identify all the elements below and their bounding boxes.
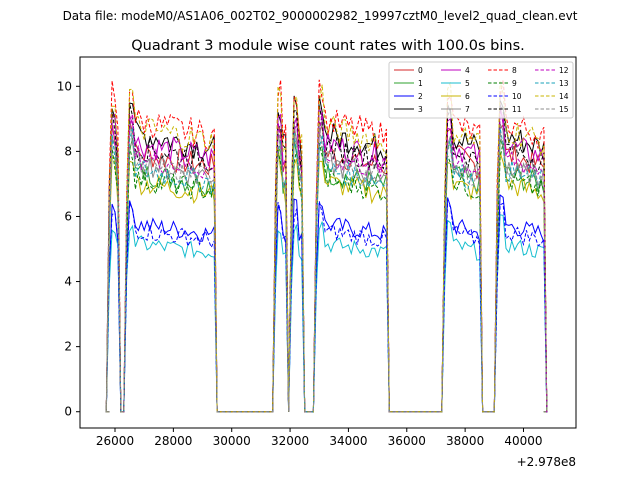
legend-label: 9 — [512, 79, 517, 88]
x-tick-label: 28000 — [154, 434, 192, 448]
x-tick-label: 26000 — [96, 434, 134, 448]
series-15-line — [105, 124, 548, 413]
legend-box — [388, 61, 574, 119]
x-tick-label: 40000 — [504, 434, 542, 448]
legend-label: 4 — [465, 66, 470, 75]
y-tick-label: 10 — [57, 79, 72, 93]
x-offset-text: +2.978e8 — [517, 455, 576, 469]
suptitle: Data file: modeM0/AS1A06_002T02_90000029… — [63, 9, 578, 23]
chart-title: Quadrant 3 module wise count rates with … — [131, 38, 525, 54]
legend-label: 15 — [559, 105, 569, 114]
x-axis: 26000 28000 30000 32000 34000 36000 38000 40000 — [96, 428, 543, 448]
x-tick-label: 30000 — [213, 434, 251, 448]
y-tick-label: 0 — [64, 405, 72, 419]
legend-label: 11 — [512, 105, 522, 114]
legend-label: 14 — [559, 92, 569, 101]
y-tick-label: 2 — [64, 340, 72, 354]
legend-label: 5 — [465, 79, 470, 88]
series-14-line — [105, 81, 548, 413]
legend-label: 12 — [559, 66, 569, 75]
y-tick-label: 6 — [64, 209, 72, 223]
legend-label: 13 — [559, 79, 569, 88]
x-tick-label: 34000 — [329, 434, 367, 448]
legend-label: 6 — [465, 92, 470, 101]
y-tick-label: 8 — [64, 144, 72, 158]
axes-frame — [79, 56, 577, 429]
legend-label: 3 — [418, 105, 423, 114]
x-tick-label: 36000 — [388, 434, 426, 448]
legend-label: 1 — [418, 79, 423, 88]
legend-label: 2 — [418, 92, 423, 101]
legend-label: 10 — [512, 92, 522, 101]
legend-label: 0 — [418, 66, 423, 75]
y-axis: 0 2 4 6 8 10 — [57, 79, 80, 419]
x-tick-label: 32000 — [271, 434, 309, 448]
x-tick-label: 38000 — [446, 434, 484, 448]
legend-label: 7 — [465, 105, 470, 114]
y-tick-label: 4 — [64, 275, 72, 289]
series-layer — [105, 79, 548, 413]
legend-label: 8 — [512, 66, 517, 75]
